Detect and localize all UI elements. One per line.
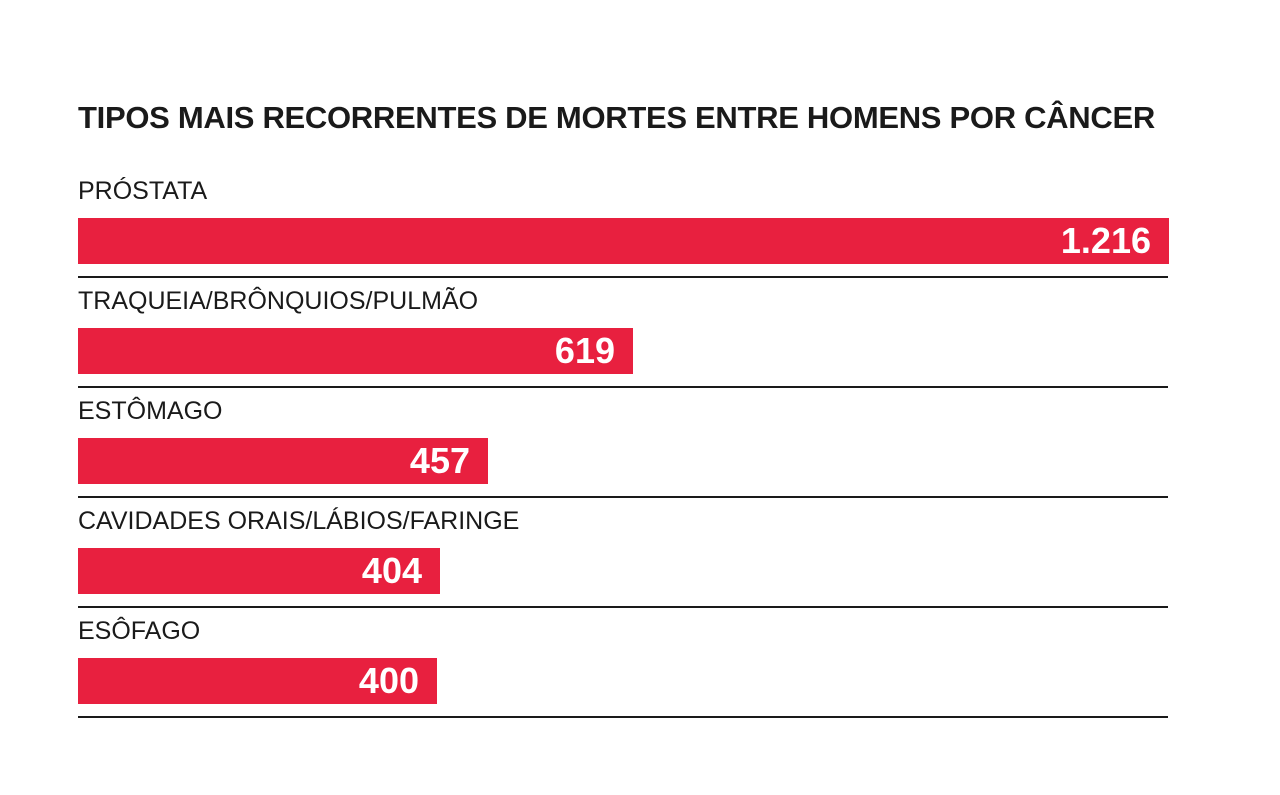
- bar-value-label: 457: [409, 440, 470, 481]
- bar-row: TRAQUEIA/BRÔNQUIOS/PULMÃO 619: [78, 286, 1170, 396]
- chart: TIPOS MAIS RECORRENTES DE MORTES ENTRE H…: [78, 0, 1170, 795]
- category-label: TRAQUEIA/BRÔNQUIOS/PULMÃO: [78, 287, 479, 315]
- bar-row: ESTÔMAGO 457: [78, 396, 1170, 506]
- row-divider: [78, 276, 1168, 278]
- category-label: CAVIDADES ORAIS/LÁBIOS/FARINGE: [78, 507, 520, 535]
- bar: [78, 218, 1169, 264]
- bar-row: PRÓSTATA 1.216: [78, 176, 1170, 286]
- bar-value-label: 1.216: [1060, 220, 1151, 261]
- bar-row: ESÔFAGO 400: [78, 616, 1170, 726]
- row-divider: [78, 716, 1168, 718]
- bar-row: CAVIDADES ORAIS/LÁBIOS/FARINGE 404: [78, 506, 1170, 616]
- category-label: ESTÔMAGO: [78, 397, 223, 425]
- category-label: PRÓSTATA: [78, 177, 208, 205]
- bar: [78, 658, 437, 704]
- bar: [78, 548, 440, 594]
- bar-value-label: 404: [361, 550, 422, 591]
- row-divider: [78, 606, 1168, 608]
- row-divider: [78, 496, 1168, 498]
- category-label: ESÔFAGO: [78, 617, 201, 645]
- chart-title: TIPOS MAIS RECORRENTES DE MORTES ENTRE H…: [78, 100, 1155, 135]
- bar: [78, 328, 633, 374]
- row-divider: [78, 386, 1168, 388]
- bar-value-label: 619: [554, 330, 615, 371]
- bar: [78, 438, 488, 484]
- bar-value-label: 400: [358, 660, 419, 701]
